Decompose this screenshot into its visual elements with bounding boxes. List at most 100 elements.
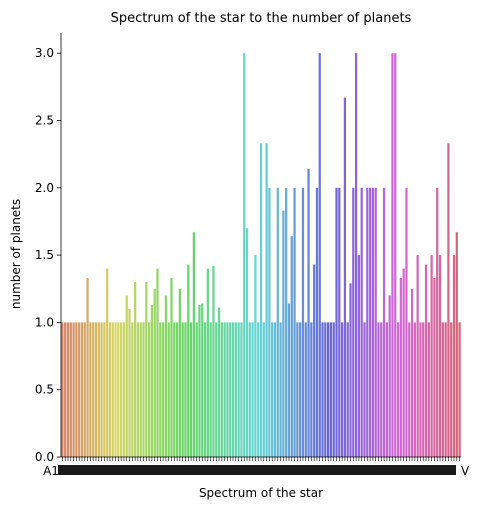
- bar: [128, 308, 131, 457]
- bar: [332, 322, 335, 457]
- x-tick-labels-overlap: [58, 465, 456, 475]
- bar: [223, 322, 226, 457]
- bar: [313, 264, 316, 457]
- bar: [89, 322, 92, 457]
- bar: [184, 322, 187, 457]
- bar: [100, 322, 103, 457]
- bar: [293, 187, 296, 458]
- bar: [122, 322, 126, 457]
- y-tick-label: 2.5: [35, 113, 54, 127]
- x-axis-label: Spectrum of the star: [199, 486, 323, 500]
- bar: [419, 322, 422, 457]
- bar: [427, 322, 430, 457]
- bar: [377, 322, 380, 457]
- bar: [380, 322, 383, 457]
- bar: [167, 322, 170, 457]
- bar: [134, 282, 137, 457]
- bar: [83, 322, 86, 457]
- bar: [371, 187, 375, 458]
- bar: [346, 322, 349, 457]
- bar: [329, 322, 333, 457]
- bar: [296, 322, 299, 457]
- bar: [416, 255, 419, 457]
- bar: [307, 168, 310, 457]
- bar: [234, 322, 237, 457]
- y-tick-label: 1.0: [35, 315, 54, 329]
- bar: [131, 322, 134, 457]
- bar: [352, 187, 355, 458]
- y-tick-label: 0.5: [35, 383, 54, 397]
- bar: [321, 322, 324, 457]
- bar: [257, 322, 260, 457]
- bar: [327, 322, 330, 457]
- bar: [106, 268, 109, 457]
- bar: [422, 322, 425, 457]
- bar: [164, 295, 168, 457]
- bar: [97, 322, 100, 457]
- bar: [243, 53, 246, 457]
- bar: [147, 322, 151, 457]
- bar: [203, 322, 207, 457]
- bar: [273, 322, 277, 457]
- bar: [64, 322, 67, 457]
- bar: [187, 264, 190, 457]
- bar: [206, 268, 209, 457]
- bar: [360, 187, 363, 458]
- bar: [282, 210, 285, 457]
- bar: [229, 322, 232, 457]
- bar: [114, 322, 117, 457]
- bar: [447, 143, 450, 457]
- bar: [271, 322, 274, 457]
- y-tick-label: 1.5: [35, 248, 54, 262]
- bar: [245, 228, 249, 457]
- y-tick-label: 3.0: [35, 46, 54, 60]
- bar: [310, 322, 313, 457]
- bar: [145, 282, 148, 457]
- bar: [251, 322, 254, 457]
- x-tick-label-last: V: [461, 464, 470, 478]
- bar: [285, 187, 288, 458]
- y-axis-label: number of planets: [9, 199, 23, 309]
- bar: [405, 187, 408, 458]
- bar: [343, 97, 347, 458]
- bar: [388, 295, 391, 457]
- bar: [458, 322, 461, 457]
- bar: [170, 277, 173, 457]
- bar: [226, 322, 229, 457]
- bar: [209, 322, 212, 457]
- bar: [382, 187, 386, 458]
- bar: [72, 322, 75, 457]
- bar: [335, 187, 338, 458]
- bar: [396, 322, 400, 457]
- bar: [433, 277, 436, 457]
- y-axis-ticks: 0.0 0.5 1.0 1.5 2.0 2.5 3.0: [35, 46, 61, 464]
- bar: [111, 322, 114, 457]
- bar: [430, 255, 433, 457]
- bar: [156, 268, 159, 457]
- bar: [217, 307, 221, 457]
- bar: [181, 322, 184, 457]
- bar: [354, 53, 358, 457]
- bar: [66, 322, 70, 457]
- bar: [452, 255, 456, 457]
- bar: [268, 187, 271, 458]
- bar: [338, 187, 341, 458]
- bar: [357, 255, 361, 457]
- bar: [262, 322, 265, 457]
- bar: [212, 265, 215, 457]
- bar: [94, 322, 98, 457]
- bar: [75, 322, 78, 457]
- bar: [318, 53, 321, 457]
- bar: [444, 322, 447, 457]
- bar: [374, 187, 377, 458]
- bar: [455, 232, 458, 457]
- bar: [159, 322, 162, 457]
- bar: [120, 322, 123, 457]
- bar: [139, 322, 142, 457]
- bar: [201, 303, 204, 457]
- bar: [438, 255, 442, 457]
- bar: [276, 187, 279, 458]
- bar: [304, 322, 307, 457]
- bar: [231, 322, 235, 457]
